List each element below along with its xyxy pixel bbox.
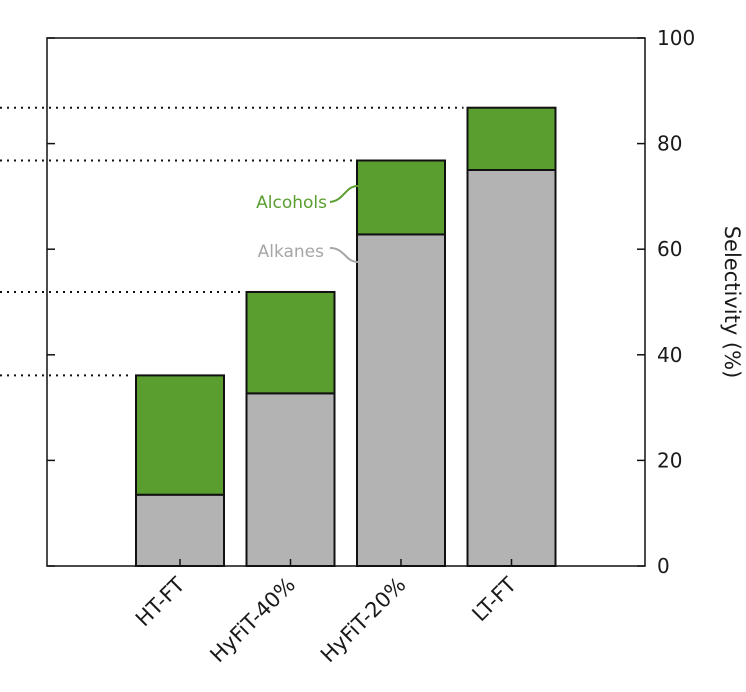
y-tick-label-0: 0 bbox=[657, 554, 670, 578]
x-tick-label-4: LT-FT bbox=[467, 572, 521, 626]
annotation-alkanes-leader bbox=[329, 247, 359, 263]
y-tick-label-40: 40 bbox=[657, 343, 682, 367]
bar-alcohols-2 bbox=[245, 290, 336, 395]
x-tick-label-3: HyFiT-20% bbox=[316, 573, 411, 668]
bar-alcohols-3 bbox=[356, 159, 446, 236]
y-tick-label-80: 80 bbox=[657, 132, 682, 156]
bar-alkanes-1 bbox=[135, 493, 225, 567]
y-tick-label-20: 20 bbox=[657, 448, 682, 472]
y-tick-label-60: 60 bbox=[657, 237, 682, 261]
annotation-alcohols-leader bbox=[329, 185, 359, 203]
bar-alkanes-3 bbox=[356, 233, 446, 568]
annotation-alcohols: Alcohols bbox=[256, 193, 327, 213]
x-tick-label-2: HyFiT-40% bbox=[205, 573, 300, 668]
x-tick-label-1: HT-FT bbox=[131, 572, 190, 631]
annotation-alkanes: Alkanes bbox=[258, 242, 325, 262]
bar-alkanes-4 bbox=[466, 169, 557, 567]
y-axis-title: Selectivity (%) bbox=[720, 226, 744, 379]
bar-alcohols-4 bbox=[466, 106, 557, 171]
bar-alkanes-2 bbox=[245, 392, 336, 567]
y-tick-label-100: 100 bbox=[657, 26, 695, 50]
plot-frame bbox=[46, 37, 646, 567]
bar-alcohols-1 bbox=[135, 374, 225, 496]
